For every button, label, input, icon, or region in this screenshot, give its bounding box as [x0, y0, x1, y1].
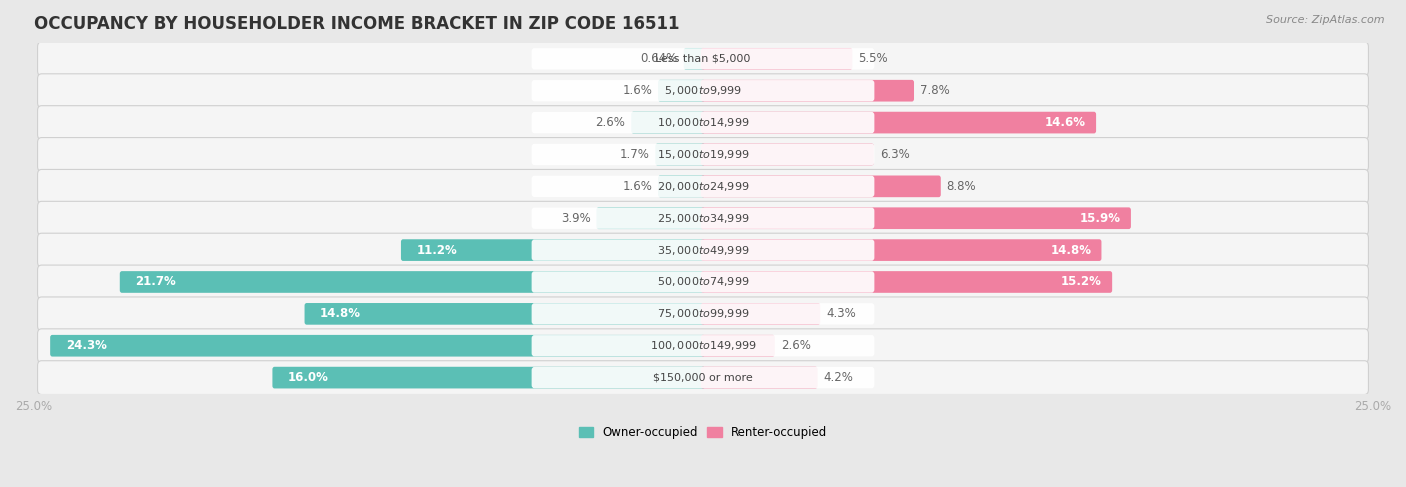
- Text: $20,000 to $24,999: $20,000 to $24,999: [657, 180, 749, 193]
- Text: Less than $5,000: Less than $5,000: [655, 54, 751, 64]
- FancyBboxPatch shape: [700, 80, 914, 102]
- Text: 8.8%: 8.8%: [946, 180, 976, 193]
- FancyBboxPatch shape: [531, 335, 875, 356]
- FancyBboxPatch shape: [531, 80, 875, 101]
- FancyBboxPatch shape: [51, 335, 706, 356]
- FancyBboxPatch shape: [38, 137, 1368, 171]
- Text: 14.8%: 14.8%: [1050, 244, 1091, 257]
- FancyBboxPatch shape: [531, 144, 875, 165]
- Text: 3.9%: 3.9%: [561, 212, 591, 225]
- Text: Source: ZipAtlas.com: Source: ZipAtlas.com: [1267, 15, 1385, 25]
- Text: 21.7%: 21.7%: [135, 276, 176, 288]
- FancyBboxPatch shape: [531, 303, 875, 324]
- FancyBboxPatch shape: [531, 207, 875, 229]
- Text: 1.7%: 1.7%: [620, 148, 650, 161]
- Text: $25,000 to $34,999: $25,000 to $34,999: [657, 212, 749, 225]
- FancyBboxPatch shape: [38, 74, 1368, 108]
- FancyBboxPatch shape: [700, 239, 1101, 261]
- Text: $15,000 to $19,999: $15,000 to $19,999: [657, 148, 749, 161]
- Text: 2.6%: 2.6%: [780, 339, 810, 352]
- Legend: Owner-occupied, Renter-occupied: Owner-occupied, Renter-occupied: [574, 421, 832, 444]
- FancyBboxPatch shape: [700, 335, 775, 356]
- FancyBboxPatch shape: [401, 239, 706, 261]
- FancyBboxPatch shape: [531, 367, 875, 388]
- FancyBboxPatch shape: [658, 80, 706, 102]
- Text: 24.3%: 24.3%: [66, 339, 107, 352]
- Text: 14.6%: 14.6%: [1045, 116, 1085, 129]
- Text: 0.64%: 0.64%: [641, 52, 678, 65]
- Text: $100,000 to $149,999: $100,000 to $149,999: [650, 339, 756, 352]
- Text: $10,000 to $14,999: $10,000 to $14,999: [657, 116, 749, 129]
- FancyBboxPatch shape: [38, 265, 1368, 299]
- Text: $75,000 to $99,999: $75,000 to $99,999: [657, 307, 749, 320]
- FancyBboxPatch shape: [531, 176, 875, 197]
- Text: $150,000 or more: $150,000 or more: [654, 373, 752, 383]
- FancyBboxPatch shape: [531, 240, 875, 261]
- FancyBboxPatch shape: [38, 329, 1368, 363]
- FancyBboxPatch shape: [700, 271, 1112, 293]
- FancyBboxPatch shape: [683, 48, 706, 70]
- FancyBboxPatch shape: [655, 144, 706, 165]
- Text: 11.2%: 11.2%: [416, 244, 457, 257]
- FancyBboxPatch shape: [700, 367, 818, 389]
- FancyBboxPatch shape: [531, 271, 875, 293]
- FancyBboxPatch shape: [596, 207, 706, 229]
- Text: 1.6%: 1.6%: [623, 84, 652, 97]
- FancyBboxPatch shape: [700, 303, 820, 325]
- FancyBboxPatch shape: [38, 106, 1368, 139]
- Text: 7.8%: 7.8%: [920, 84, 949, 97]
- Text: 14.8%: 14.8%: [321, 307, 361, 320]
- Text: 5.5%: 5.5%: [858, 52, 889, 65]
- FancyBboxPatch shape: [38, 169, 1368, 203]
- FancyBboxPatch shape: [305, 303, 706, 325]
- Text: 4.3%: 4.3%: [827, 307, 856, 320]
- FancyBboxPatch shape: [700, 207, 1130, 229]
- FancyBboxPatch shape: [700, 144, 875, 165]
- FancyBboxPatch shape: [120, 271, 706, 293]
- Text: 15.9%: 15.9%: [1080, 212, 1121, 225]
- FancyBboxPatch shape: [531, 48, 875, 70]
- Text: 1.6%: 1.6%: [623, 180, 652, 193]
- FancyBboxPatch shape: [631, 112, 706, 133]
- Text: 16.0%: 16.0%: [288, 371, 329, 384]
- FancyBboxPatch shape: [38, 201, 1368, 235]
- Text: 2.6%: 2.6%: [596, 116, 626, 129]
- FancyBboxPatch shape: [38, 42, 1368, 75]
- Text: 6.3%: 6.3%: [880, 148, 910, 161]
- FancyBboxPatch shape: [38, 297, 1368, 331]
- FancyBboxPatch shape: [531, 112, 875, 133]
- FancyBboxPatch shape: [658, 175, 706, 197]
- Text: $5,000 to $9,999: $5,000 to $9,999: [664, 84, 742, 97]
- Text: $35,000 to $49,999: $35,000 to $49,999: [657, 244, 749, 257]
- FancyBboxPatch shape: [700, 175, 941, 197]
- FancyBboxPatch shape: [38, 361, 1368, 394]
- Text: OCCUPANCY BY HOUSEHOLDER INCOME BRACKET IN ZIP CODE 16511: OCCUPANCY BY HOUSEHOLDER INCOME BRACKET …: [34, 15, 679, 33]
- FancyBboxPatch shape: [273, 367, 706, 389]
- FancyBboxPatch shape: [700, 48, 852, 70]
- FancyBboxPatch shape: [700, 112, 1097, 133]
- Text: $50,000 to $74,999: $50,000 to $74,999: [657, 276, 749, 288]
- FancyBboxPatch shape: [38, 233, 1368, 267]
- Text: 15.2%: 15.2%: [1062, 276, 1102, 288]
- Text: 4.2%: 4.2%: [824, 371, 853, 384]
